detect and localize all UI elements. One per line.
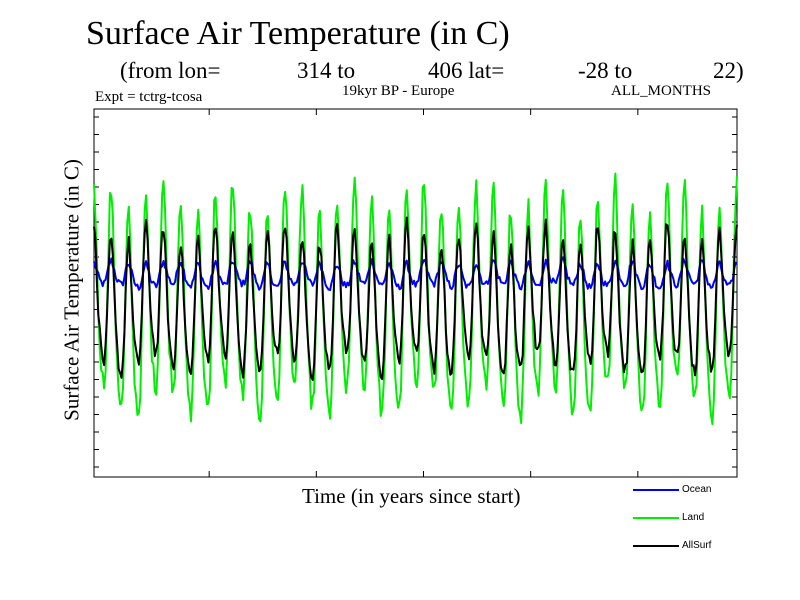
x-axis-label: Time (in years since start) (302, 484, 521, 508)
legend-allsurf-swatch (633, 545, 679, 547)
months-label: ALL_MONTHS (611, 83, 711, 99)
series-line-land (93, 172, 738, 426)
legend-land-swatch (633, 517, 679, 519)
experiment-label: Expt = tctrg-tcosa (95, 89, 203, 105)
legend-ocean-swatch (633, 489, 679, 491)
from-lon-label: (from lon= (120, 58, 221, 83)
legend-land-label: Land (682, 512, 705, 523)
series-line-allsurf (93, 216, 738, 381)
series-layer (93, 172, 738, 426)
chart-title: Surface Air Temperature (in C) (86, 15, 510, 52)
legend-allsurf-label: AllSurf (682, 540, 712, 551)
lat-start: -28 to (578, 58, 633, 83)
lon-end: 406 lat= (428, 58, 505, 83)
series-line-ocean (93, 256, 738, 292)
period-label: 19kyr BP - Europe (342, 83, 455, 99)
lon-start: 314 to (297, 58, 356, 83)
plot-frame (93, 108, 738, 478)
legend-ocean-label: Ocean (682, 484, 712, 495)
y-axis-label: Surface Air Temperature (in C) (59, 159, 84, 421)
lat-end: 22) (713, 58, 744, 83)
